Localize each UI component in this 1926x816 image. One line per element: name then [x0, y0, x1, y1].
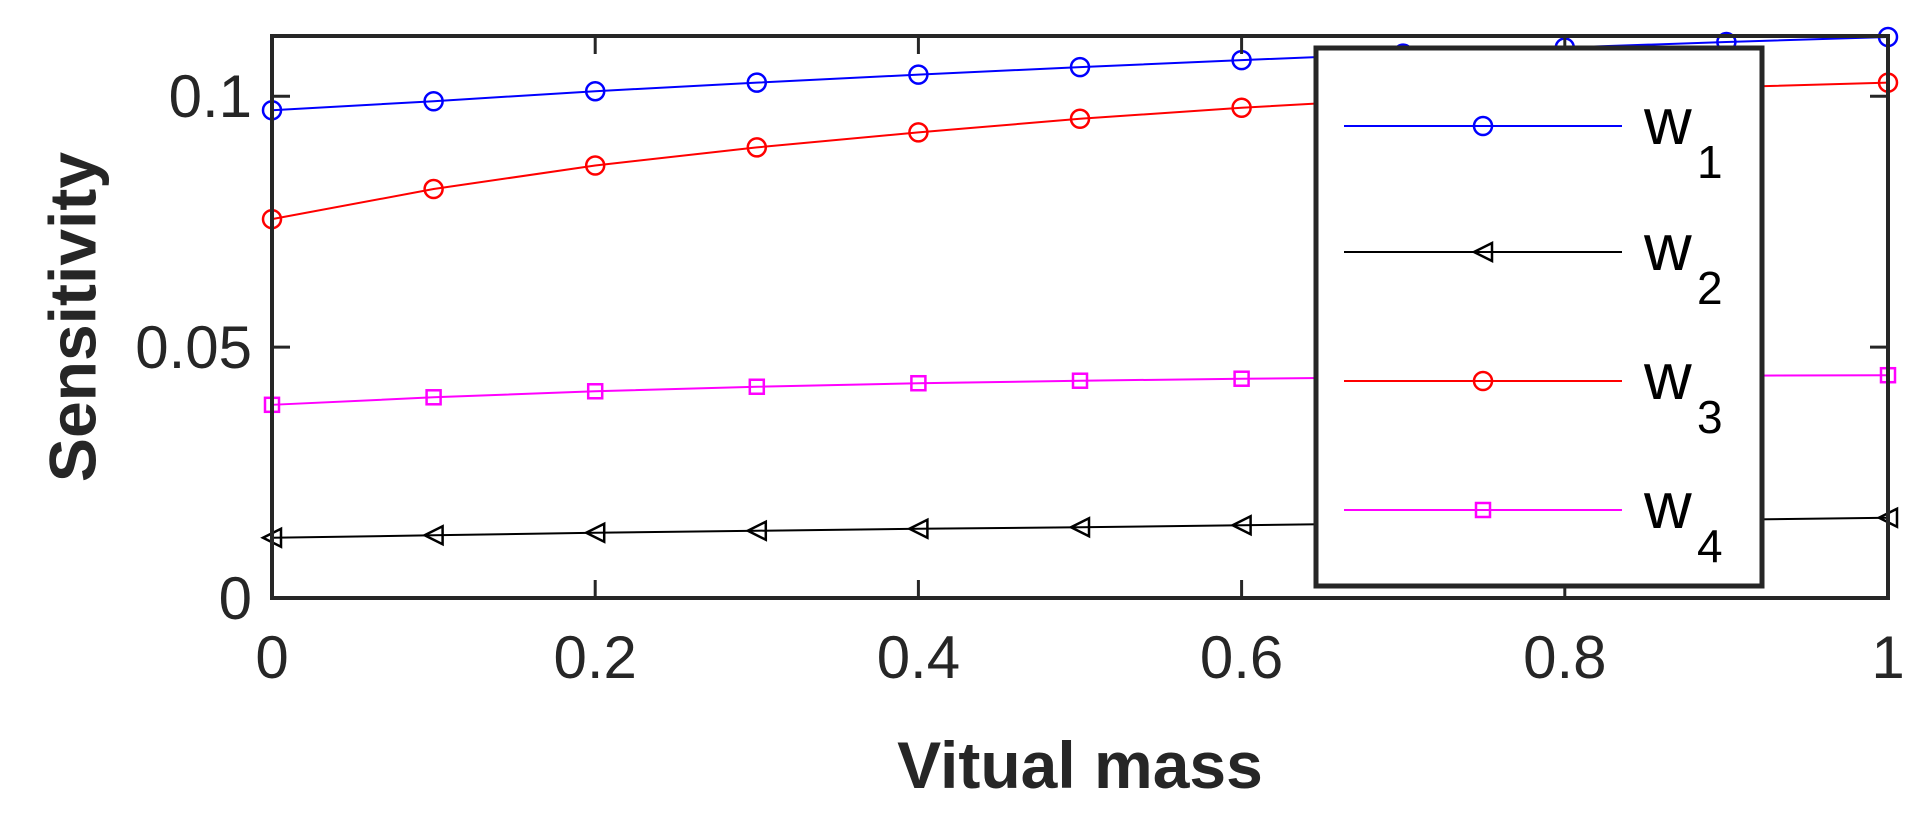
legend-entry-w2: w2: [1344, 210, 1723, 314]
x-tick-label: 0.2: [553, 624, 636, 691]
data-point-w1: [584, 80, 606, 102]
legend-label: w: [1643, 84, 1692, 158]
data-point-w3: [908, 122, 929, 143]
x-tick-label: 1: [1871, 624, 1904, 691]
data-point-w3: [423, 178, 444, 200]
data-point-w3: [746, 137, 768, 158]
data-point-w3: [584, 155, 606, 176]
data-point-w1: [746, 72, 768, 93]
legend-label: w: [1643, 468, 1692, 542]
ticks-layer: 0 0.2 0.4 0.6 0.8 1 0 0.05 0.1: [135, 36, 1905, 691]
data-point-w2: [906, 517, 929, 540]
y-tick-label: 0: [219, 565, 252, 632]
y-axis-label: Sensitivity: [35, 152, 109, 482]
x-tick-label: 0: [255, 624, 288, 691]
data-point-w4: [910, 374, 927, 392]
legend-marker: [1471, 240, 1494, 264]
x-tick-label: 0.6: [1200, 624, 1283, 691]
data-point-w2: [583, 521, 606, 544]
data-point-w4: [1233, 370, 1250, 387]
legend-entry-w1: w1: [1344, 84, 1723, 188]
legend-label-subscript: 1: [1697, 136, 1723, 188]
data-point-w1: [908, 64, 929, 85]
x-tick-label: 0.8: [1523, 624, 1606, 691]
data-point-w3: [1069, 108, 1091, 130]
legend-marker: [1472, 370, 1494, 392]
data-point-w2: [1068, 516, 1091, 539]
x-axis-label: Vitual mass: [897, 728, 1263, 802]
y-tick-label: 0.1: [169, 63, 252, 130]
legend-entry-w3: w3: [1344, 339, 1723, 443]
data-point-w4: [1071, 372, 1089, 389]
data-point-w4: [586, 383, 604, 400]
x-tick-label: 0.4: [877, 624, 960, 691]
data-point-w1: [423, 90, 444, 112]
legend-label: w: [1643, 210, 1692, 284]
data-point-w2: [1229, 514, 1252, 537]
legend-marker: [1472, 115, 1494, 137]
data-point-w2: [745, 519, 768, 542]
legend-entry-w4: w4: [1344, 468, 1723, 572]
legend-label-subscript: 4: [1697, 520, 1723, 572]
data-point-w3: [1231, 97, 1252, 119]
axes-frame: [270, 34, 1890, 600]
data-point-w1: [1069, 56, 1091, 78]
legend-label: w: [1643, 339, 1692, 413]
legend-label-subscript: 3: [1697, 391, 1723, 443]
legend-label-subscript: 2: [1697, 262, 1723, 314]
data-point-w2: [421, 524, 444, 547]
y-tick-label: 0.05: [135, 314, 252, 381]
legend-marker: [1474, 501, 1492, 519]
data-point-w4: [748, 378, 766, 395]
legend-box: [1313, 45, 1765, 589]
data-point-w4: [425, 389, 442, 406]
